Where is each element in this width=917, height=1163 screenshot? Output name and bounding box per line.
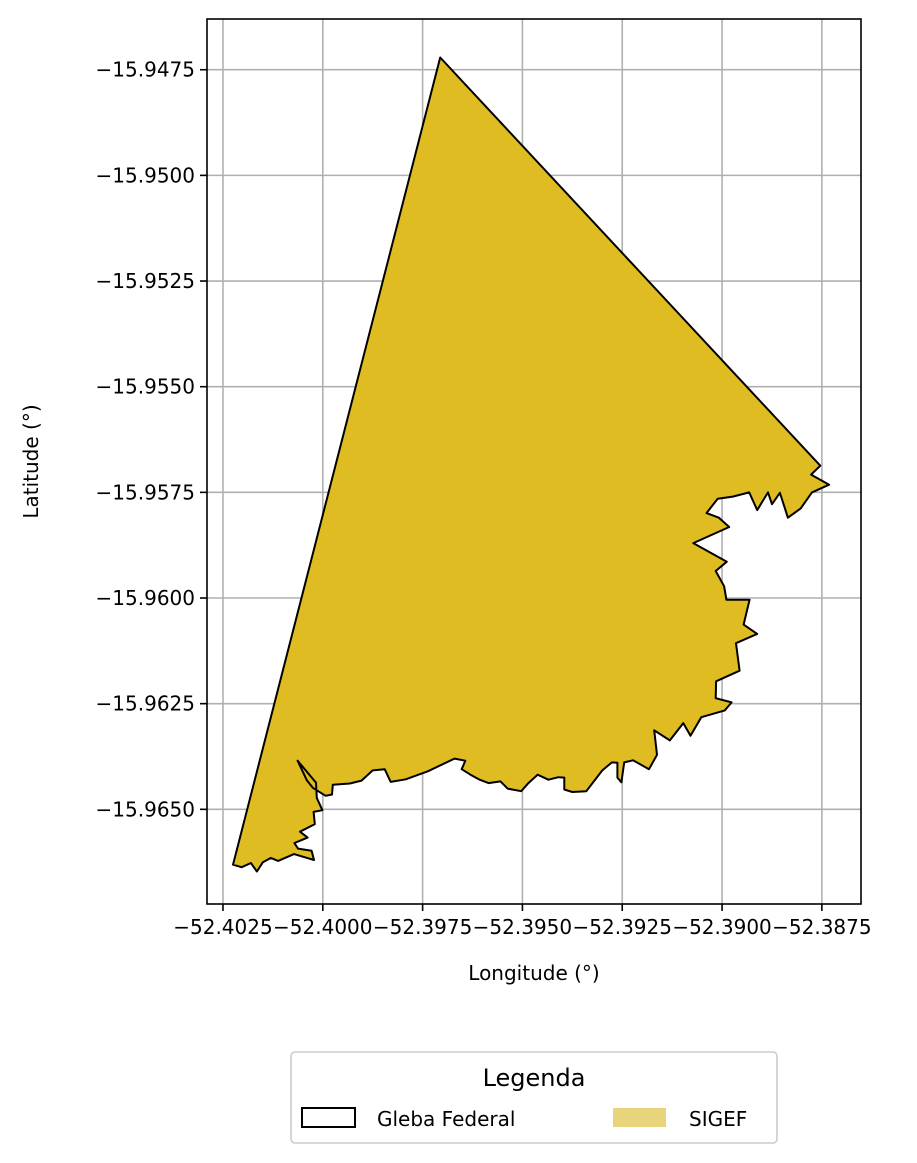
- legend-title: Legenda: [483, 1064, 586, 1092]
- y-tick-label: −15.9625: [96, 692, 195, 716]
- sigef-polygon: [232, 56, 831, 873]
- y-tick-label: −15.9550: [96, 375, 195, 399]
- legend-swatch-gleba-federal: [301, 1107, 356, 1128]
- x-tick-label: −52.3925: [573, 915, 672, 939]
- axes-frame: [206, 18, 862, 905]
- legend-label-sigef: SIGEF: [689, 1107, 747, 1131]
- x-tick-label: −52.3975: [373, 915, 472, 939]
- y-tick-label: −15.9600: [96, 586, 195, 610]
- x-tick-label: −52.4025: [173, 915, 272, 939]
- x-tick-label: −52.3900: [672, 915, 771, 939]
- y-tick-label: −15.9575: [96, 480, 195, 504]
- y-tick-label: −15.9475: [96, 58, 195, 82]
- legend: Legenda Gleba Federal SIGEF: [290, 1051, 778, 1144]
- sigef-polygon-layer: [232, 56, 831, 873]
- x-tick-label: −52.4000: [273, 915, 372, 939]
- legend-label-gleba-federal: Gleba Federal: [377, 1107, 515, 1131]
- y-tick-label: −15.9500: [96, 163, 195, 187]
- y-axis-label: Latitude (°): [19, 404, 43, 518]
- y-tick-label: −15.9525: [96, 269, 195, 293]
- legend-swatch-sigef: [613, 1108, 666, 1127]
- x-axis-ticks: −52.4025 −52.4000 −52.3975 −52.3950 −52.3925…: [173, 904, 872, 939]
- x-tick-label: −52.3875: [772, 915, 871, 939]
- x-axis-label: Longitude (°): [468, 961, 599, 985]
- y-tick-label: −15.9650: [96, 797, 195, 821]
- x-tick-label: −52.3950: [473, 915, 572, 939]
- y-axis-ticks: −15.9475 −15.9500 −15.9525 −15.9550 −15.9575…: [96, 58, 207, 821]
